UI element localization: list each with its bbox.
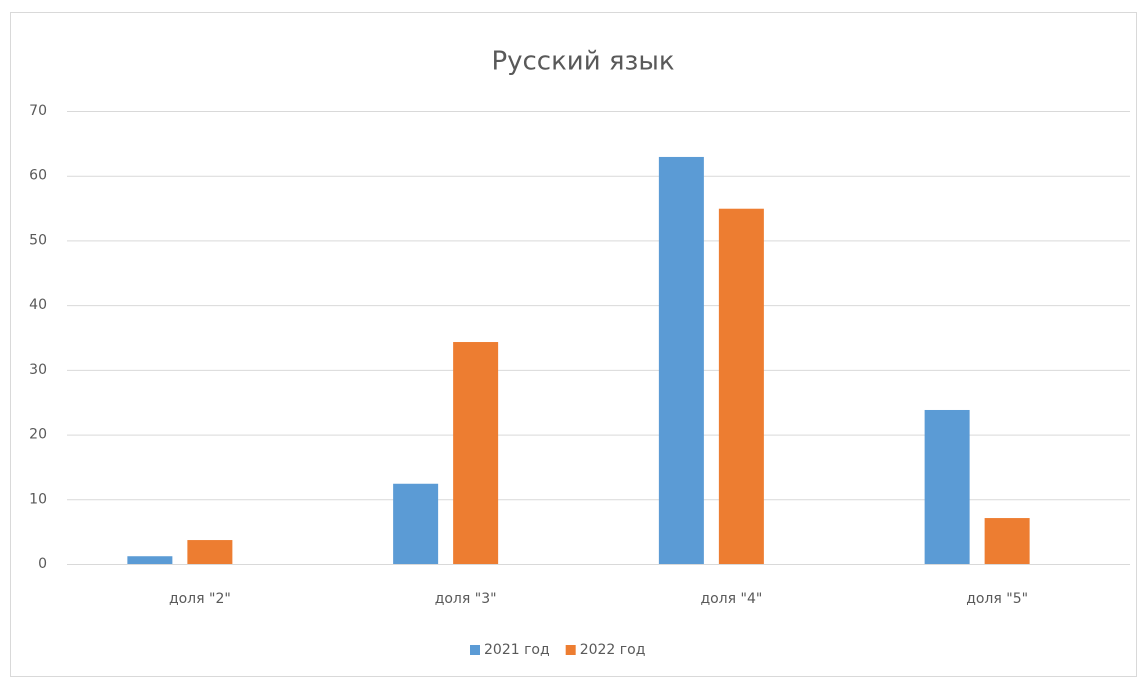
y-tick-label: 20 bbox=[29, 427, 47, 443]
y-tick-label: 70 bbox=[29, 103, 47, 119]
y-tick-label: 30 bbox=[29, 362, 47, 378]
y-tick-label: 40 bbox=[29, 297, 47, 313]
x-tick-label: доля "5" bbox=[966, 591, 1028, 607]
legend-label: 2021 год bbox=[484, 642, 550, 658]
legend-swatch bbox=[565, 645, 576, 655]
x-tick-label: доля "3" bbox=[435, 591, 497, 607]
bar bbox=[924, 409, 970, 564]
y-tick-label: 50 bbox=[29, 232, 47, 248]
legend-swatch bbox=[470, 645, 480, 655]
bar bbox=[393, 483, 439, 564]
y-tick-label: 60 bbox=[29, 168, 47, 184]
chart-border bbox=[10, 12, 1137, 677]
bar bbox=[718, 208, 764, 564]
bar bbox=[453, 342, 499, 564]
bar bbox=[127, 556, 173, 564]
x-tick-label: доля "4" bbox=[700, 591, 762, 607]
bar bbox=[187, 540, 233, 564]
x-tick-label: доля "2" bbox=[169, 591, 231, 607]
bar bbox=[984, 518, 1030, 564]
bar bbox=[658, 156, 704, 564]
chart-title: Русский язык bbox=[491, 47, 674, 77]
y-tick-label: 0 bbox=[38, 556, 47, 572]
legend-label: 2022 год bbox=[580, 642, 646, 658]
y-tick-label: 10 bbox=[29, 491, 47, 507]
